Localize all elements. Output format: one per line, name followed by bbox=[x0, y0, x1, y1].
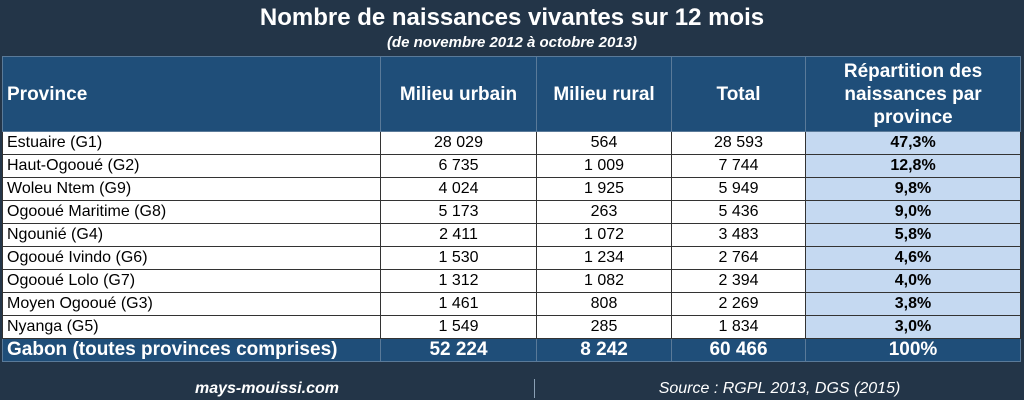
cell-share: 47,3% bbox=[805, 131, 1021, 155]
cell-province: Ogooué Ivindo (G6) bbox=[2, 246, 381, 270]
cell-share: 5,8% bbox=[805, 223, 1021, 247]
cell-total: 2 764 bbox=[671, 246, 806, 270]
cell-total: 3 483 bbox=[671, 223, 806, 247]
cell-urbain: 1 549 bbox=[380, 315, 537, 339]
table-row: Estuaire (G1) 28 029 564 28 593 47,3% bbox=[2, 131, 1021, 155]
cell-urbain: 28 029 bbox=[380, 131, 537, 155]
table-row: Ngounié (G4) 2 411 1 072 3 483 5,8% bbox=[2, 223, 1021, 247]
table-row: Moyen Ogooué (G3) 1 461 808 2 269 3,8% bbox=[2, 292, 1021, 316]
cell-share: 4,0% bbox=[805, 269, 1021, 293]
total-rural: 8 242 bbox=[536, 338, 672, 362]
cell-total: 2 269 bbox=[671, 292, 806, 316]
cell-share: 9,8% bbox=[805, 177, 1021, 201]
footer-divider bbox=[534, 379, 535, 398]
cell-rural: 1 009 bbox=[536, 154, 672, 178]
cell-total: 28 593 bbox=[671, 131, 806, 155]
cell-rural: 285 bbox=[536, 315, 672, 339]
table-body: Estuaire (G1) 28 029 564 28 593 47,3% Haut-Og… bbox=[2, 131, 1021, 339]
cell-urbain: 5 173 bbox=[380, 200, 537, 224]
header-province: Province bbox=[2, 56, 381, 132]
cell-urbain: 1 312 bbox=[380, 269, 537, 293]
cell-province: Ngounié (G4) bbox=[2, 223, 381, 247]
cell-urbain: 6 735 bbox=[380, 154, 537, 178]
cell-rural: 1 072 bbox=[536, 223, 672, 247]
table-row: Ogooué Lolo (G7) 1 312 1 082 2 394 4,0% bbox=[2, 269, 1021, 293]
cell-total: 5 949 bbox=[671, 177, 806, 201]
footer-site: mays-mouissi.com bbox=[194, 380, 340, 397]
total-province: Gabon (toutes provinces comprises) bbox=[2, 338, 381, 362]
cell-share: 9,0% bbox=[805, 200, 1021, 224]
cell-urbain: 1 461 bbox=[380, 292, 537, 316]
cell-urbain: 4 024 bbox=[380, 177, 537, 201]
cell-share: 3,8% bbox=[805, 292, 1021, 316]
cell-total: 1 834 bbox=[671, 315, 806, 339]
table-row: Woleu Ntem (G9) 4 024 1 925 5 949 9,8% bbox=[2, 177, 1021, 201]
cell-province: Nyanga (G5) bbox=[2, 315, 381, 339]
cell-province: Estuaire (G1) bbox=[2, 131, 381, 155]
cell-rural: 808 bbox=[536, 292, 672, 316]
total-urbain: 52 224 bbox=[380, 338, 537, 362]
table-row: Haut-Ogooué (G2) 6 735 1 009 7 744 12,8% bbox=[2, 154, 1021, 178]
total-row: Gabon (toutes provinces comprises) 52 22… bbox=[2, 338, 1021, 362]
cell-province: Ogooué Maritime (G8) bbox=[2, 200, 381, 224]
cell-province: Moyen Ogooué (G3) bbox=[2, 292, 381, 316]
cell-urbain: 2 411 bbox=[380, 223, 537, 247]
page-title: Nombre de naissances vivantes sur 12 moi… bbox=[259, 4, 765, 31]
cell-rural: 564 bbox=[536, 131, 672, 155]
cell-total: 7 744 bbox=[671, 154, 806, 178]
cell-province: Woleu Ntem (G9) bbox=[2, 177, 381, 201]
cell-share: 4,6% bbox=[805, 246, 1021, 270]
header-share: Répartition des naissances par province bbox=[805, 56, 1021, 132]
cell-urbain: 1 530 bbox=[380, 246, 537, 270]
footer: mays-mouissi.com Source : RGPL 2013, DGS… bbox=[0, 377, 1024, 400]
cell-rural: 1 082 bbox=[536, 269, 672, 293]
cell-rural: 1 925 bbox=[536, 177, 672, 201]
header-total: Total bbox=[671, 56, 806, 132]
total-total: 60 466 bbox=[671, 338, 806, 362]
cell-share: 12,8% bbox=[805, 154, 1021, 178]
page-subtitle: (de novembre 2012 à octobre 2013) bbox=[386, 34, 638, 51]
cell-rural: 263 bbox=[536, 200, 672, 224]
cell-province: Haut-Ogooué (G2) bbox=[2, 154, 381, 178]
footer-source: Source : RGPL 2013, DGS (2015) bbox=[658, 380, 901, 397]
births-table: Province Milieu urbain Milieu rural Tota… bbox=[2, 56, 1021, 362]
table-row: Nyanga (G5) 1 549 285 1 834 3,0% bbox=[2, 315, 1021, 339]
header-urbain: Milieu urbain bbox=[380, 56, 537, 132]
cell-rural: 1 234 bbox=[536, 246, 672, 270]
cell-total: 2 394 bbox=[671, 269, 806, 293]
title-block: Nombre de naissances vivantes sur 12 moi… bbox=[0, 0, 1024, 56]
header-rural: Milieu rural bbox=[536, 56, 672, 132]
header-row: Province Milieu urbain Milieu rural Tota… bbox=[2, 56, 1021, 132]
cell-total: 5 436 bbox=[671, 200, 806, 224]
cell-province: Ogooué Lolo (G7) bbox=[2, 269, 381, 293]
cell-share: 3,0% bbox=[805, 315, 1021, 339]
table-row: Ogooué Ivindo (G6) 1 530 1 234 2 764 4,6% bbox=[2, 246, 1021, 270]
total-share: 100% bbox=[805, 338, 1021, 362]
table-row: Ogooué Maritime (G8) 5 173 263 5 436 9,0% bbox=[2, 200, 1021, 224]
